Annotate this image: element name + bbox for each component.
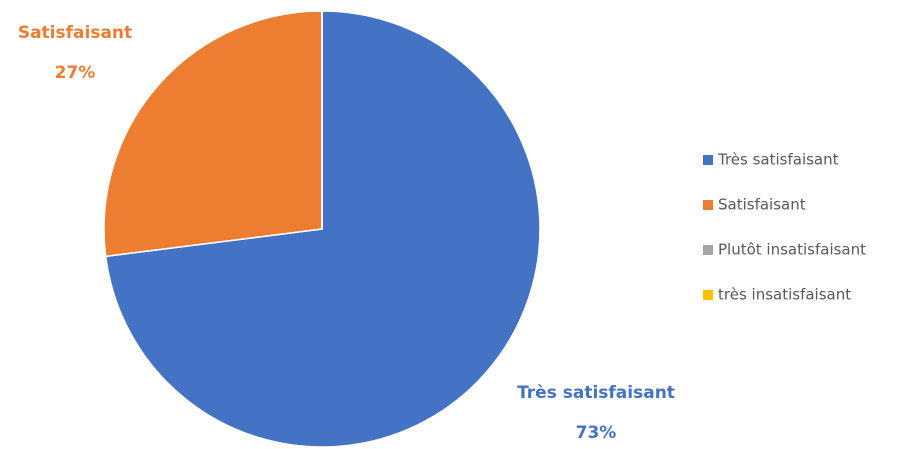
legend-swatch <box>703 200 713 210</box>
pie-slice <box>103 10 323 258</box>
legend-label: Très satisfaisant <box>717 151 839 169</box>
data-label: 27% <box>55 63 96 83</box>
data-label: 73% <box>576 423 617 443</box>
legend-label: très insatisfaisant <box>718 286 851 304</box>
data-label-category: Très satisfaisant <box>517 383 675 403</box>
legend-swatch <box>703 290 713 300</box>
pie-slice <box>104 10 541 448</box>
legend-swatch <box>703 245 713 255</box>
data-label-category: Satisfaisant <box>18 23 132 43</box>
legend-swatch <box>703 155 713 165</box>
legend-label: Satisfaisant <box>718 196 806 214</box>
legend-label: Plutôt insatisfaisant <box>718 241 866 259</box>
